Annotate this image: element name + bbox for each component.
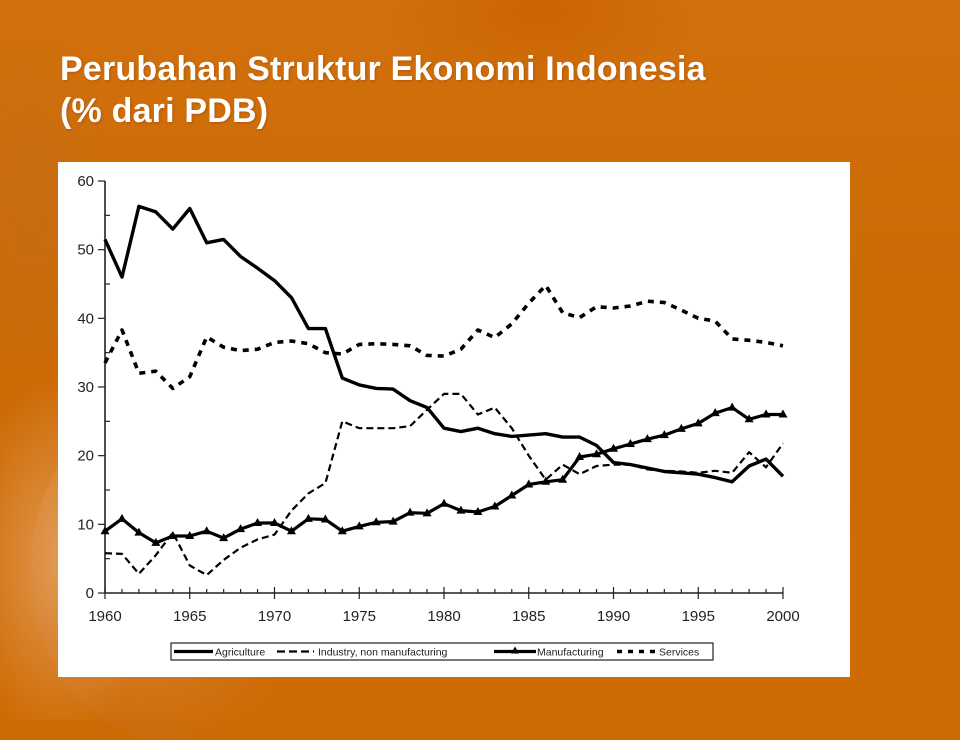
- y-tick-label: 40: [77, 310, 94, 327]
- triangle-marker: [473, 506, 483, 515]
- triangle-marker: [676, 423, 686, 432]
- triangle-marker: [185, 531, 195, 540]
- triangle-marker: [761, 409, 771, 418]
- triangle-marker: [286, 526, 296, 535]
- triangle-marker: [100, 526, 110, 535]
- triangle-marker: [490, 501, 500, 510]
- chart-axes: 0 10 20 30 40 50 60 1960 1965 1970 1975 1980 1985 199…: [77, 173, 799, 625]
- y-tick-label: 0: [86, 585, 94, 602]
- triangle-marker: [710, 408, 720, 417]
- triangle-marker: [693, 418, 703, 427]
- x-tick-label: 1990: [597, 608, 630, 625]
- triangle-marker: [371, 517, 381, 526]
- legend-box: [170, 642, 714, 661]
- chart-panel: 0 10 20 30 40 50 60 1960 1965 1970 1975 1980 1985 199…: [58, 162, 850, 677]
- slide-title: Perubahan Struktur Ekonomi Indonesia (% …: [60, 48, 706, 132]
- triangle-marker: [219, 533, 229, 542]
- legend-label: Manufacturing: [537, 647, 604, 659]
- x-tick-label: 1960: [88, 608, 121, 625]
- y-tick-label: 50: [77, 242, 94, 259]
- triangle-marker: [270, 517, 279, 526]
- series-industry-non-manufacturing: [104, 392, 784, 577]
- series-line: [104, 392, 784, 577]
- triangle-marker: [642, 434, 652, 443]
- triangle-marker: [117, 513, 127, 522]
- triangle-marker: [524, 479, 534, 488]
- triangle-marker: [575, 452, 585, 461]
- triangle-marker: [541, 476, 551, 485]
- triangle-marker: [507, 490, 517, 499]
- triangle-marker: [625, 438, 635, 447]
- y-tick-label: 10: [77, 516, 94, 533]
- triangle-marker: [744, 414, 754, 423]
- x-tick-label: 2000: [766, 608, 799, 625]
- x-tick-label: 1965: [173, 608, 206, 625]
- chart-legend: Agriculture Industry, non manufacturing Ma…: [170, 642, 714, 661]
- triangle-marker: [253, 517, 263, 526]
- triangle-marker: [558, 474, 568, 483]
- legend-label: Agriculture: [215, 647, 265, 659]
- triangle-marker: [439, 498, 449, 507]
- series-manufacturing: [100, 402, 788, 546]
- x-tick-label: 1995: [682, 608, 715, 625]
- x-tick-label: 1970: [258, 608, 291, 625]
- triangle-marker: [320, 514, 330, 523]
- triangle-marker: [727, 402, 737, 411]
- legend-item: Industry, non manufacturing: [277, 647, 448, 659]
- triangle-marker: [202, 526, 212, 535]
- triangle-marker: [236, 524, 246, 533]
- x-tick-label: 1985: [512, 608, 545, 625]
- triangle-marker: [354, 521, 364, 530]
- triangle-marker: [388, 516, 398, 525]
- title-line-2: (% dari PDB): [60, 92, 269, 130]
- triangle-marker: [456, 505, 466, 514]
- legend-item: Agriculture: [174, 647, 265, 659]
- line-chart: 0 10 20 30 40 50 60 1960 1965 1970 1975 1980 1985 199…: [77, 173, 800, 661]
- legend-label: Industry, non manufacturing: [318, 647, 448, 659]
- legend-item: Services: [617, 647, 699, 659]
- triangle-marker: [168, 531, 178, 540]
- x-tick-label: 1975: [343, 608, 376, 625]
- series-services: [103, 283, 784, 391]
- chart-series: [100, 204, 788, 577]
- title-line-1: Perubahan Struktur Ekonomi Indonesia: [60, 50, 706, 88]
- legend-item: Manufacturing: [494, 646, 604, 659]
- triangle-marker: [778, 409, 788, 418]
- series-line: [103, 204, 785, 484]
- triangle-marker: [511, 646, 519, 654]
- series-agriculture: [103, 204, 785, 484]
- series-line: [103, 283, 784, 391]
- triangle-marker: [609, 443, 618, 452]
- triangle-marker: [303, 513, 313, 522]
- x-tick-label: 1980: [427, 608, 460, 625]
- triangle-marker: [422, 508, 432, 517]
- triangle-marker: [592, 449, 602, 458]
- triangle-marker: [337, 526, 347, 535]
- triangle-marker: [659, 430, 669, 439]
- triangle-marker: [151, 537, 161, 546]
- legend-label: Services: [659, 647, 699, 659]
- y-tick-label: 30: [77, 379, 94, 396]
- triangle-marker: [405, 507, 415, 516]
- y-tick-label: 20: [77, 448, 94, 465]
- triangle-marker: [134, 527, 144, 536]
- y-tick-label: 60: [77, 173, 94, 190]
